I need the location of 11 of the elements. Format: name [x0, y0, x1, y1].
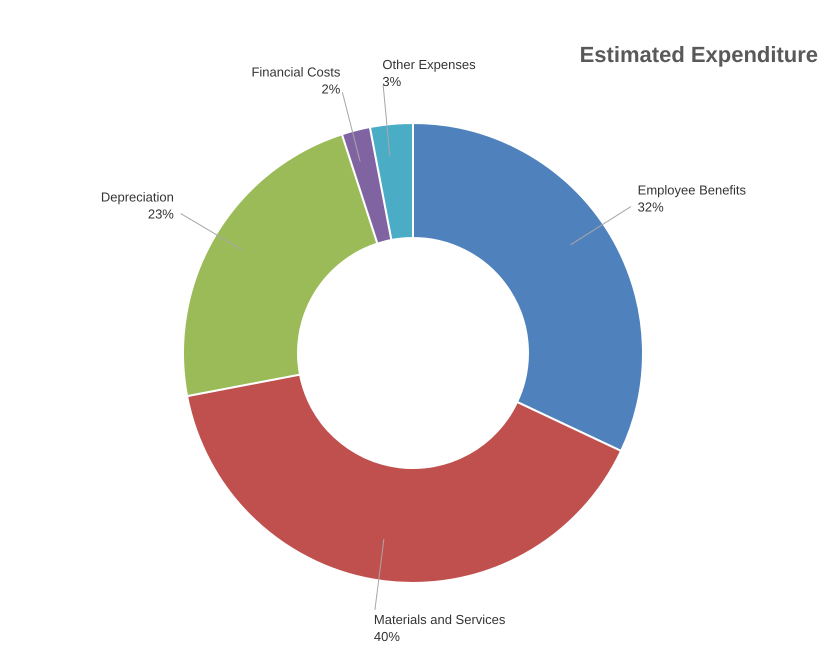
slice-label: Other Expenses	[382, 57, 476, 72]
data-label: 3%	[382, 74, 402, 90]
slice-label: Materials and Services	[374, 612, 506, 627]
data-label: 32%	[638, 199, 664, 214]
chart-title: Estimated Expenditure	[580, 42, 818, 68]
data-label: 40%	[374, 628, 400, 644]
slice-label: Employee Benefits	[638, 182, 747, 198]
data-label: 23%	[148, 206, 174, 222]
slice-label: Depreciation	[100, 190, 174, 205]
data-label: 2%	[322, 82, 341, 97]
slice-label: Financial Costs	[251, 64, 341, 80]
